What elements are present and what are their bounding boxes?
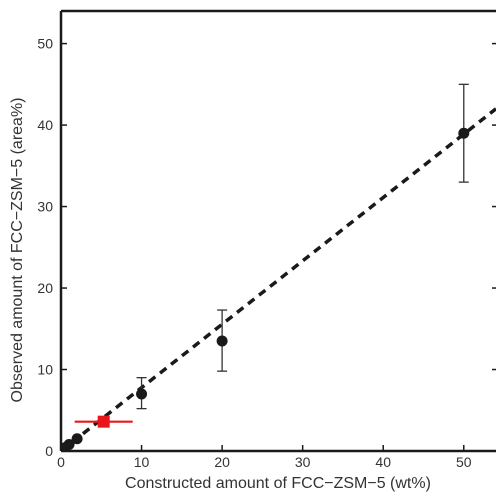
error-bars-layer <box>74 83 469 423</box>
y-tick-label: 10 <box>37 362 53 378</box>
data-point <box>71 433 83 445</box>
x-tick-label: 10 <box>134 454 150 470</box>
data-point <box>63 438 75 450</box>
fit-line <box>61 107 496 451</box>
y-tick-label: 40 <box>37 117 53 133</box>
data-point <box>216 335 228 347</box>
data-point <box>458 127 470 139</box>
y-tick-label: 0 <box>45 443 53 459</box>
y-tick-label: 30 <box>37 199 53 215</box>
y-tick-label: 20 <box>37 280 53 296</box>
y-tick-label: 50 <box>37 36 53 52</box>
y-axis-label: Observed amount of FCC−ZSM−5 (area%) <box>9 97 26 402</box>
x-tick-label: 20 <box>214 454 230 470</box>
x-tick-label: 30 <box>295 454 311 470</box>
data-points-layer <box>61 127 470 451</box>
x-tick-label: 40 <box>375 454 391 470</box>
x-tick-label: 50 <box>456 454 472 470</box>
highlight-point <box>97 415 110 428</box>
data-point <box>136 388 148 400</box>
axes: 0 10 20 30 40 50 0 10 20 30 40 50 <box>37 9 496 470</box>
x-axis-label: Constructed amount of FCC−ZSM−5 (wt%) <box>125 475 431 492</box>
fit-line-layer <box>61 107 496 451</box>
x-tick-label: 0 <box>57 454 65 470</box>
